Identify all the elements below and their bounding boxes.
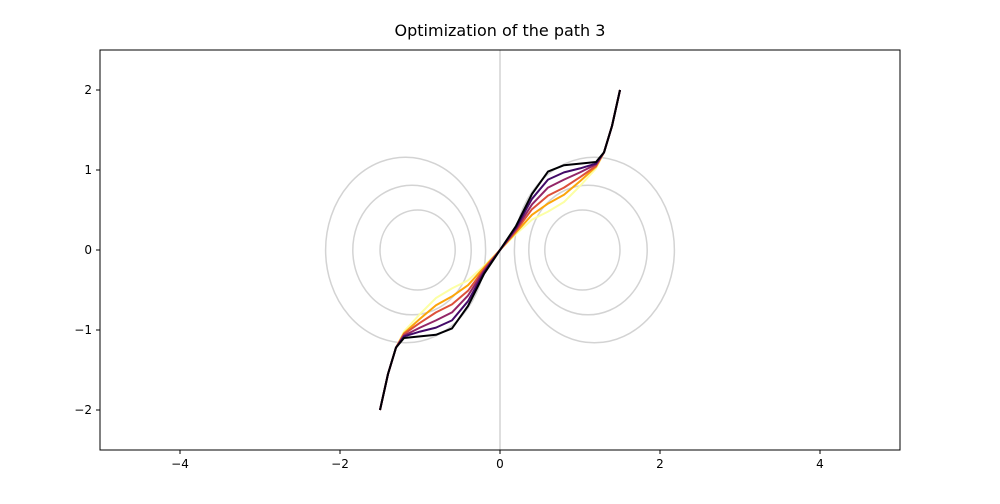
contour xyxy=(513,156,676,344)
contour xyxy=(352,184,472,316)
y-tick-label: 2 xyxy=(84,83,92,97)
y-tick-label: −1 xyxy=(74,323,92,337)
y-tick-label: 1 xyxy=(84,163,92,177)
x-tick-label: 4 xyxy=(816,457,824,471)
contour xyxy=(324,156,487,344)
x-tick-label: −2 xyxy=(331,457,349,471)
x-tick-label: 2 xyxy=(656,457,664,471)
x-tick-label: 0 xyxy=(496,457,504,471)
x-tick-label: −4 xyxy=(171,457,189,471)
path-line xyxy=(379,89,621,411)
contour xyxy=(528,184,648,316)
contour xyxy=(379,209,456,291)
chart-title: Optimization of the path 3 xyxy=(395,21,606,40)
y-tick-label: 0 xyxy=(84,243,92,257)
y-tick-label: −2 xyxy=(74,403,92,417)
contour xyxy=(544,209,621,291)
